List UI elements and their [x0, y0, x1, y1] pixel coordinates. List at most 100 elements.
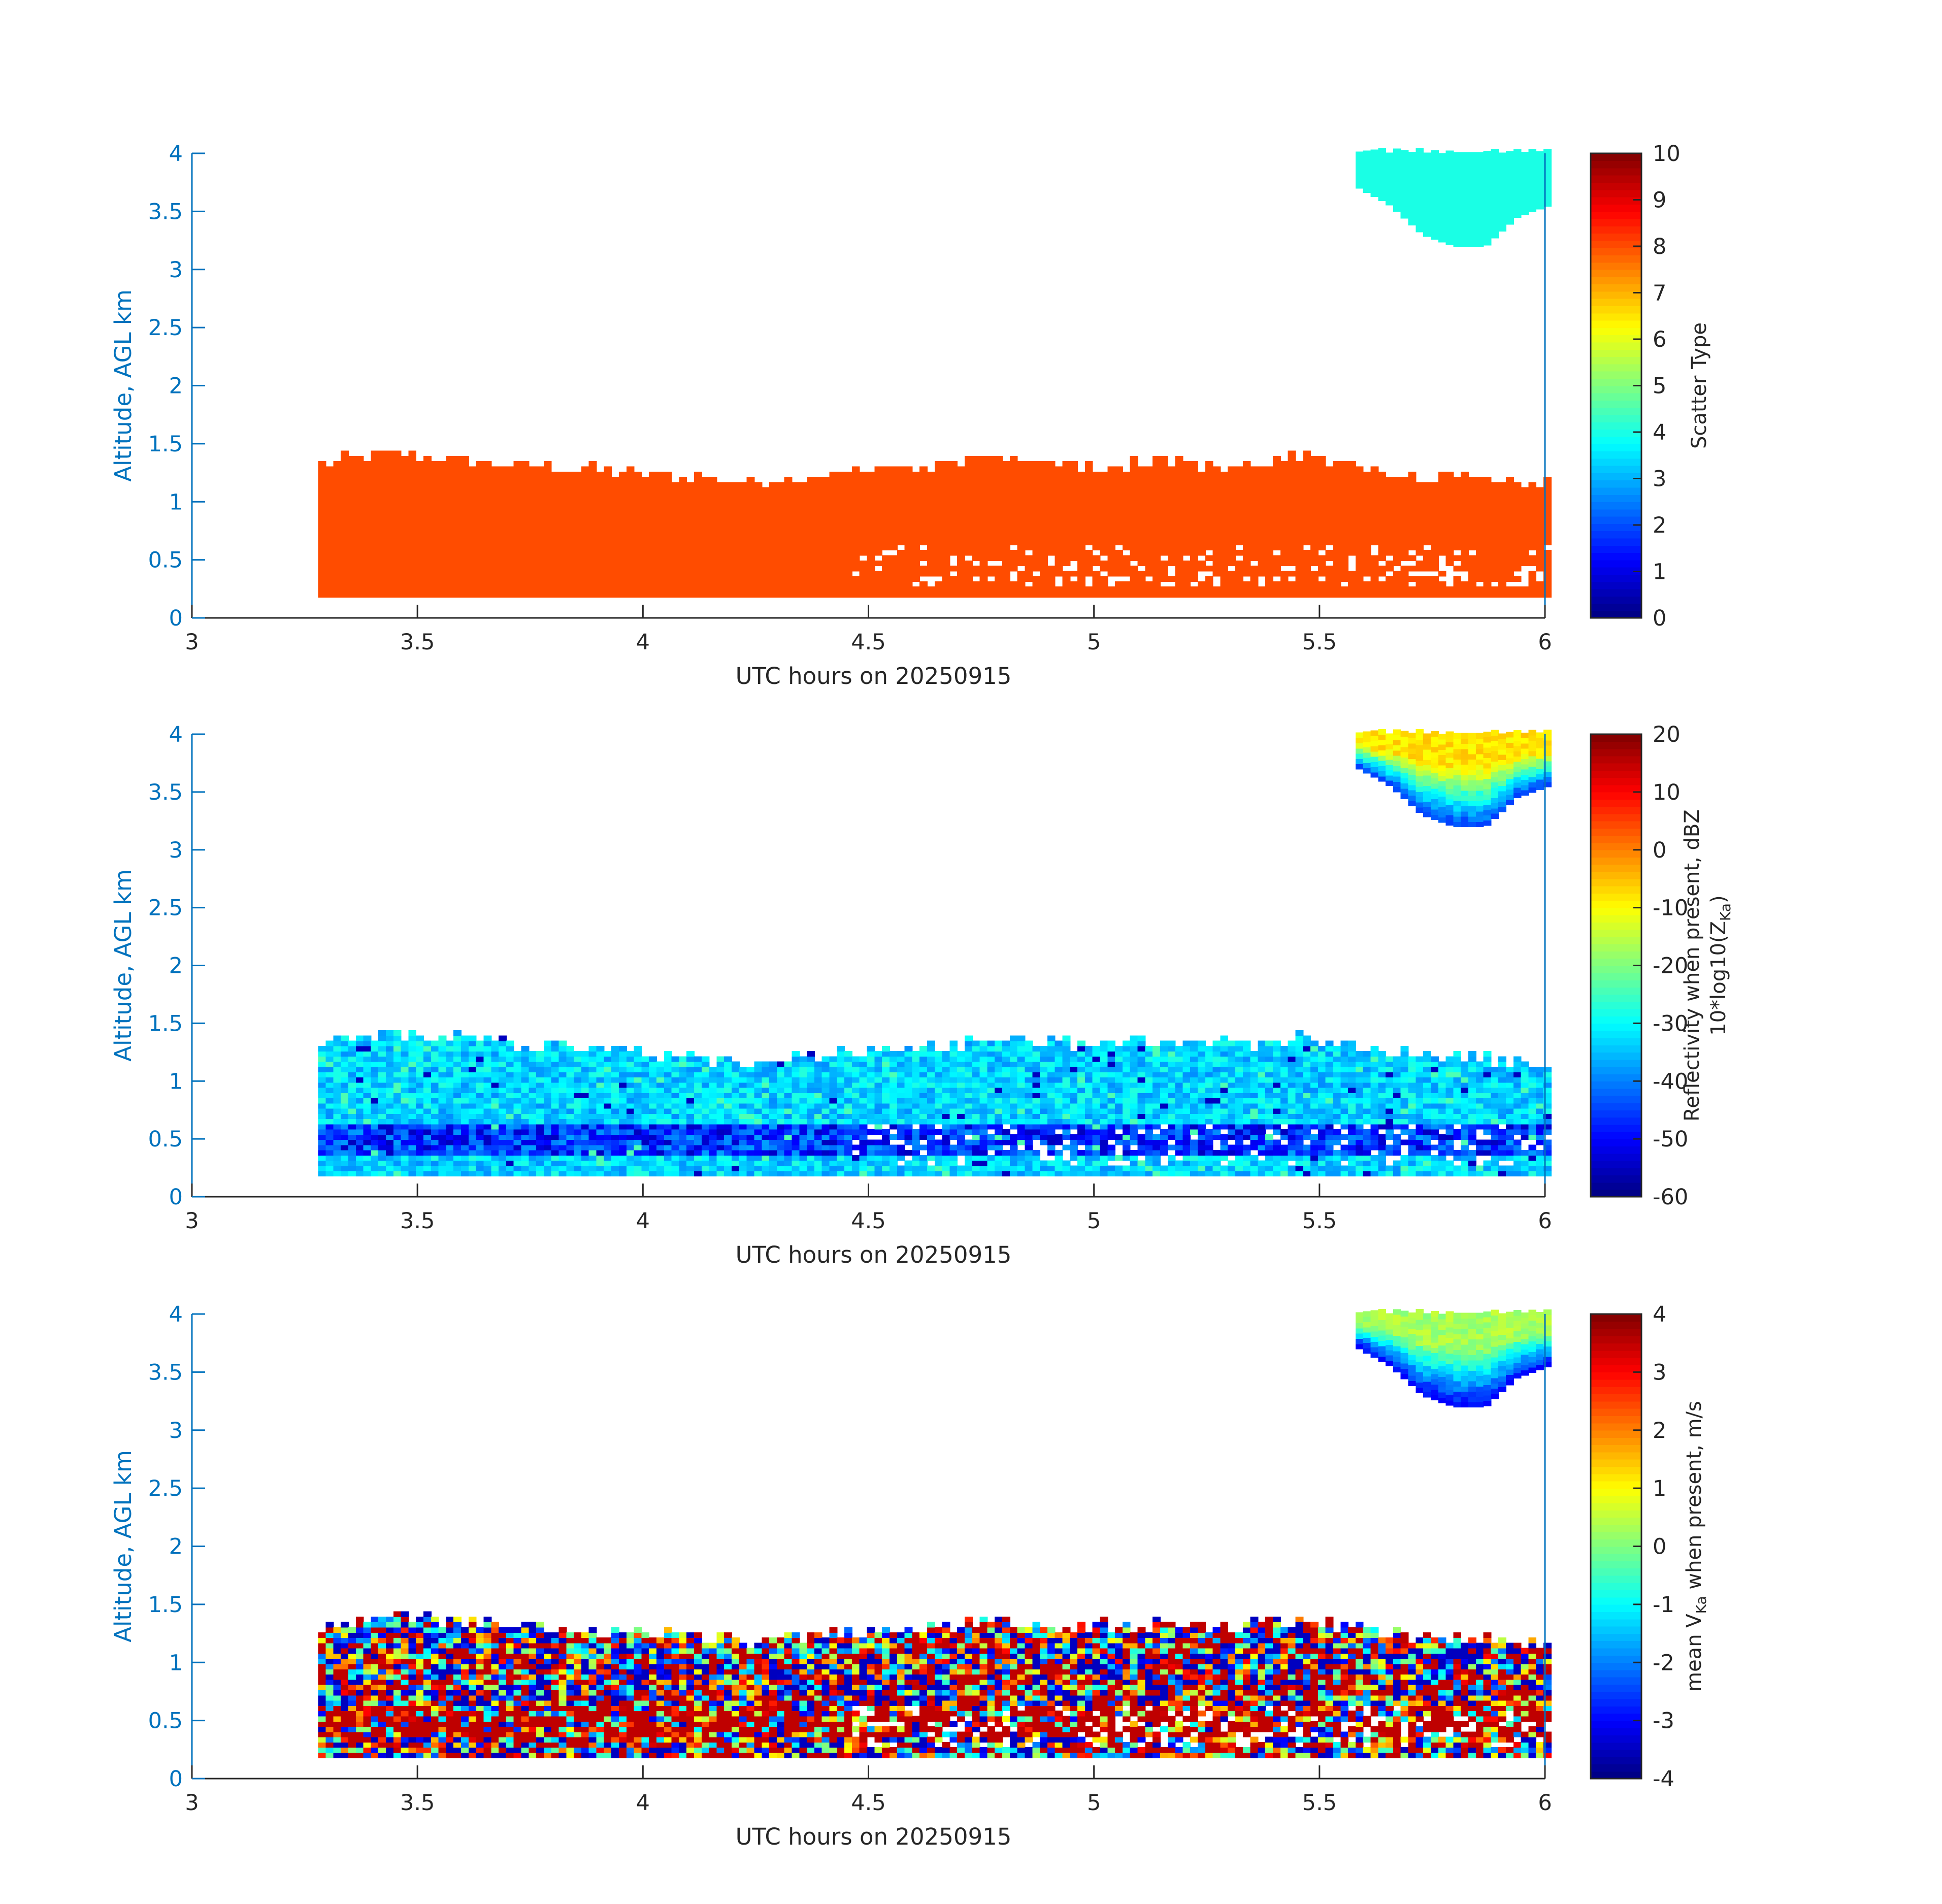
heatmap-cell: [679, 592, 687, 598]
heatmap-cell: [1333, 581, 1341, 587]
heatmap-cell: [1077, 498, 1085, 504]
heatmap-cell: [844, 555, 852, 561]
colorbar-segment: [1591, 371, 1641, 379]
heatmap-cell: [1483, 218, 1492, 225]
heatmap-cell: [1047, 581, 1056, 587]
heatmap-cell: [1084, 503, 1093, 509]
heatmap-cell: [1393, 523, 1401, 530]
heatmap-cell: [483, 498, 492, 504]
heatmap-cell: [1017, 466, 1026, 472]
heatmap-cell: [318, 1103, 326, 1109]
heatmap-cell: [363, 1072, 372, 1078]
heatmap-cell: [754, 566, 763, 572]
heatmap-cell: [762, 534, 770, 540]
heatmap-cell: [453, 1072, 462, 1078]
heatmap-cell: [1378, 164, 1387, 170]
heatmap-cell: [431, 482, 439, 488]
heatmap-cell: [799, 534, 808, 540]
heatmap-cell: [393, 471, 402, 478]
heatmap-cell: [468, 1040, 477, 1046]
heatmap-cell: [784, 498, 793, 504]
heatmap-cell: [1205, 498, 1213, 504]
heatmap-cell: [1295, 571, 1304, 577]
heatmap-cell: [506, 576, 514, 582]
heatmap-cell: [641, 534, 650, 540]
heatmap-cell: [1536, 560, 1544, 567]
heatmap-cell: [694, 586, 702, 593]
heatmap-cell: [1393, 158, 1401, 165]
heatmap-cell: [393, 1035, 402, 1041]
heatmap-cell: [1265, 544, 1273, 551]
heatmap-cell: [1506, 498, 1514, 504]
heatmap-cell: [1047, 487, 1056, 493]
heatmap-cell: [386, 1077, 394, 1083]
heatmap-cell: [476, 471, 484, 478]
heatmap-cell: [1167, 586, 1176, 593]
heatmap-cell: [769, 592, 777, 598]
heatmap-cell: [844, 566, 852, 572]
heatmap-cell: [1355, 534, 1364, 540]
heatmap-cell: [386, 450, 394, 456]
heatmap-cell: [476, 487, 484, 493]
heatmap-cell: [1084, 471, 1093, 478]
heatmap-cell: [1416, 487, 1424, 493]
heatmap-cell: [551, 508, 559, 514]
heatmap-cell: [468, 466, 477, 472]
heatmap-cell: [821, 576, 830, 582]
heatmap-cell: [732, 529, 740, 535]
heatmap-cell: [1288, 529, 1296, 535]
heatmap-cell: [363, 581, 372, 587]
heatmap-cell: [1190, 466, 1198, 472]
heatmap-cell: [1498, 586, 1506, 593]
heatmap-cell: [543, 471, 552, 478]
heatmap-cell: [1378, 529, 1387, 535]
heatmap-cell: [619, 498, 627, 504]
heatmap-cell: [656, 581, 665, 587]
heatmap-cell: [1431, 560, 1439, 567]
heatmap-cell: [814, 566, 822, 572]
heatmap-cell: [1258, 513, 1266, 519]
heatmap-cell: [1423, 576, 1431, 582]
heatmap-cell: [1190, 461, 1198, 467]
heatmap-cell: [574, 566, 582, 572]
heatmap-cell: [1160, 503, 1168, 509]
heatmap-cell: [957, 513, 965, 519]
heatmap-cell: [461, 492, 469, 499]
heatmap-cell: [401, 1082, 409, 1088]
heatmap-cell: [1453, 513, 1462, 519]
heatmap-cell: [979, 523, 988, 530]
heatmap-cell: [1483, 166, 1492, 173]
heatmap-cell: [1483, 213, 1492, 219]
heatmap-cell: [1182, 513, 1191, 519]
heatmap-cell: [333, 1129, 342, 1135]
heatmap-cell: [1265, 498, 1273, 504]
heatmap-cell: [1445, 555, 1454, 561]
heatmap-cell: [536, 492, 544, 499]
heatmap-cell: [1055, 477, 1063, 483]
heatmap-cell: [355, 523, 364, 530]
heatmap-cell: [1002, 518, 1010, 524]
heatmap-cell: [1228, 550, 1236, 556]
heatmap-cell: [709, 560, 717, 567]
heatmap-cell: [1423, 194, 1431, 201]
heatmap-cell: [754, 513, 763, 519]
heatmap-cell: [355, 1108, 364, 1114]
heatmap-cell: [949, 466, 958, 472]
heatmap-cell: [1198, 482, 1206, 488]
heatmap-cell: [649, 529, 657, 535]
heatmap-cell: [859, 550, 868, 556]
heatmap-cell: [1400, 534, 1409, 540]
heatmap-cell: [1220, 487, 1229, 493]
heatmap-cell: [987, 455, 996, 462]
heatmap-cell: [521, 487, 530, 493]
heatmap-cell: [619, 503, 627, 509]
heatmap-cell: [423, 576, 432, 582]
heatmap-cell: [1416, 148, 1424, 154]
heatmap-cell: [408, 555, 417, 561]
heatmap-cell: [536, 529, 544, 535]
heatmap-cell: [1017, 487, 1026, 493]
heatmap-cell: [1483, 224, 1492, 230]
heatmap-cell: [468, 1160, 477, 1166]
heatmap-cell: [1318, 498, 1326, 504]
heatmap-cell: [348, 482, 356, 488]
